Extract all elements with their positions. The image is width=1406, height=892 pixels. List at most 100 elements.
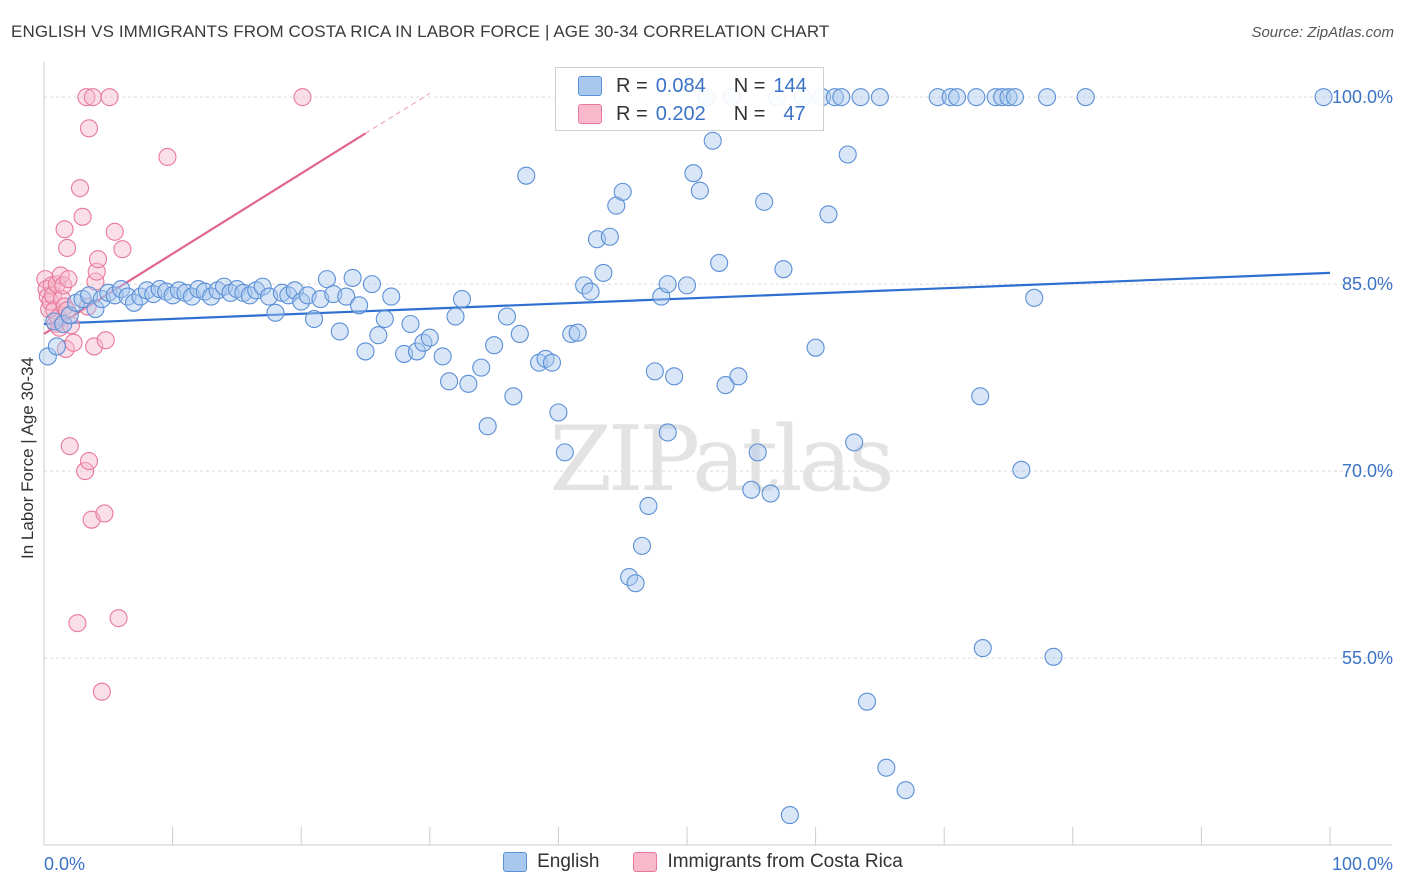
english-swatch-icon	[503, 852, 528, 872]
costa-rica-swatch-icon	[578, 104, 602, 124]
english-point	[896, 781, 915, 800]
english-point	[1012, 460, 1031, 479]
english-point	[350, 296, 369, 315]
series-legend: English Immigrants from Costa Rica	[0, 851, 1406, 873]
costa-rica-point	[59, 270, 78, 289]
english-point	[452, 290, 472, 309]
chart-source: Source: ZipAtlas.com	[1251, 24, 1394, 41]
english-point	[478, 417, 497, 436]
costa-rica-point	[88, 250, 108, 269]
english-point	[645, 362, 664, 381]
english-point	[369, 326, 388, 345]
english-point	[510, 324, 529, 344]
costa-rica-point	[109, 609, 128, 628]
english-point	[362, 275, 381, 294]
english-point	[967, 88, 986, 107]
costa-rica-point	[83, 88, 102, 107]
legend-row-costa-rica: R = 0.202 N = 47	[578, 100, 806, 128]
english-point	[305, 309, 324, 329]
english-point	[632, 536, 652, 555]
costa-rica-point	[58, 238, 77, 258]
legend-item-english: English	[503, 851, 599, 873]
english-point	[870, 88, 889, 107]
english-point	[761, 484, 780, 503]
english-point	[626, 574, 645, 593]
english-point	[266, 303, 285, 322]
english-point	[1076, 88, 1095, 107]
english-point	[446, 307, 465, 326]
english-point	[375, 309, 394, 329]
costa-rica-point	[58, 301, 77, 320]
costa-rica-point	[158, 147, 177, 167]
english-point	[420, 328, 439, 347]
english-point	[86, 299, 105, 319]
english-point	[555, 443, 574, 462]
legend-costa-rica-label: Immigrants from Costa Rica	[667, 851, 903, 872]
english-point	[774, 260, 793, 279]
costa-rica-point	[79, 452, 99, 471]
legend-n-label: N =	[733, 102, 766, 125]
legend-r-value: 0.202	[655, 102, 706, 125]
english-trend-line	[43, 271, 1331, 326]
english-point	[542, 353, 562, 372]
costa-rica-point	[76, 462, 95, 481]
english-point	[600, 227, 619, 246]
legend-n-value: 47	[783, 102, 806, 125]
costa-rica-point	[55, 220, 74, 239]
costa-rica-point	[105, 222, 124, 241]
english-point	[382, 287, 401, 306]
english-point	[356, 342, 375, 361]
english-point	[337, 287, 356, 306]
english-point	[330, 322, 349, 341]
english-point	[440, 372, 459, 391]
english-point	[993, 88, 1012, 107]
english-point	[780, 806, 799, 825]
english-point	[38, 347, 57, 366]
legend-item-costa-rica: Immigrants from Costa Rica	[633, 851, 903, 873]
english-point	[948, 88, 967, 107]
y-tick-label: 70.0%	[1342, 461, 1393, 481]
english-point	[1044, 647, 1063, 666]
english-point	[253, 277, 272, 296]
english-point	[729, 367, 748, 386]
series-costa-rica-points	[36, 88, 312, 701]
costa-rica-point	[68, 614, 87, 633]
y-tick-label: 100.0%	[1332, 87, 1393, 107]
costa-rica-point	[79, 119, 99, 138]
costa-rica-point	[52, 290, 72, 309]
english-point	[690, 181, 709, 200]
costa-rica-point	[96, 331, 115, 350]
english-point	[748, 443, 767, 462]
costa-rica-point	[77, 88, 96, 107]
english-point	[845, 433, 864, 452]
english-point	[832, 88, 851, 107]
english-point	[684, 164, 703, 183]
costa-rica-swatch-icon	[633, 852, 658, 872]
english-point	[1314, 88, 1333, 107]
gridlines	[44, 96, 1392, 659]
y-tick-label: 55.0%	[1342, 648, 1393, 668]
legend-r-label: R =	[616, 74, 648, 97]
english-point	[485, 336, 504, 355]
legend-r-label: R =	[616, 102, 648, 125]
costa-rica-point	[100, 88, 119, 107]
english-point	[639, 496, 658, 516]
english-point	[459, 374, 478, 393]
english-point	[472, 358, 491, 377]
english-point	[594, 263, 613, 282]
english-point	[613, 182, 632, 201]
legend-n-value: 144	[773, 74, 807, 97]
english-point	[581, 282, 600, 301]
legend-english-label: English	[537, 851, 600, 872]
english-point	[973, 639, 992, 658]
x-tick-label: 100.0%	[1332, 854, 1393, 874]
english-point	[999, 88, 1018, 107]
english-point	[568, 323, 587, 342]
english-point	[819, 205, 838, 224]
correlation-legend: R = 0.084 N = 144 R = 0.202 N = 47	[555, 67, 824, 131]
axes	[43, 62, 1392, 846]
english-point	[497, 307, 517, 326]
costa-rica-point	[95, 504, 114, 523]
english-point	[716, 376, 735, 395]
